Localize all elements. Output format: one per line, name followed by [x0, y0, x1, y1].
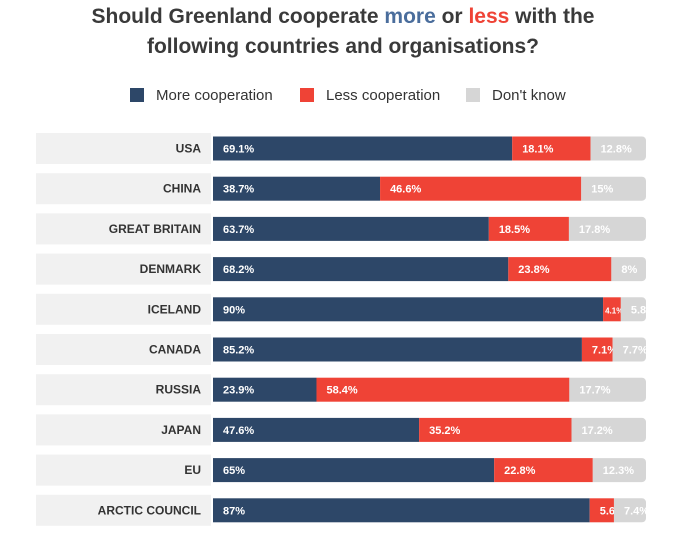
value-label-less-great-britain: 18.5%	[499, 224, 530, 236]
bar-more-usa	[213, 136, 513, 161]
row-label-bg-canada	[36, 334, 211, 365]
bar-dontknow-arctic-council	[613, 498, 646, 523]
legend-swatch-dontknow	[466, 88, 480, 102]
legend-label-dontknow: Don't know	[492, 86, 566, 104]
row-label-bg-usa	[36, 133, 211, 164]
bar-more-iceland	[213, 297, 604, 322]
legend-label-more: More cooperation	[156, 86, 273, 104]
bar-less-great-britain	[488, 216, 569, 241]
title-text-or: or	[435, 5, 469, 28]
value-label-dontknow-arctic-council: 7.4%	[624, 505, 649, 517]
row-label-bg-denmark	[36, 253, 211, 285]
title-line-1: Should Greenland cooperate more or less …	[0, 2, 686, 32]
title-word-more: more	[384, 5, 436, 28]
row-label-bg-japan	[36, 414, 211, 446]
bar-dontknow-canada	[612, 337, 646, 362]
row-label-eu: EU	[184, 463, 201, 477]
row-label-bg-china	[36, 173, 211, 205]
row-label-iceland: ICELAND	[148, 302, 202, 316]
row-label-bg-eu	[36, 454, 211, 486]
row-label-canada: CANADA	[149, 343, 201, 357]
bar-less-usa	[512, 136, 591, 161]
value-label-more-denmark: 68.2%	[223, 264, 254, 276]
bar-more-canada	[213, 337, 582, 362]
bar-dontknow-eu	[592, 458, 646, 483]
value-label-more-japan: 47.6%	[223, 425, 254, 437]
legend-swatch-less	[300, 88, 314, 102]
row-label-great-britain: GREAT BRITAIN	[109, 222, 201, 236]
value-label-less-iceland: 4.1%	[605, 306, 623, 315]
value-label-more-usa: 69.1%	[223, 144, 254, 156]
value-label-more-eu: 65%	[223, 465, 245, 477]
row-label-bg-iceland	[36, 293, 211, 325]
row-label-bg-arctic-council	[36, 494, 211, 526]
bar-less-eu	[494, 458, 593, 483]
bar-less-china	[380, 176, 582, 201]
value-label-more-iceland: 90%	[223, 304, 245, 316]
title-text-start: Should Greenland cooperate	[91, 5, 385, 28]
value-label-more-arctic-council: 87%	[223, 505, 245, 517]
row-label-bg-russia	[36, 374, 211, 406]
bar-more-denmark	[213, 257, 509, 282]
bar-dontknow-denmark	[611, 257, 646, 282]
bar-dontknow-russia	[569, 377, 646, 402]
legend-item-more: More cooperation	[130, 85, 273, 105]
legend-swatch-more	[130, 88, 144, 102]
bar-more-japan	[213, 417, 420, 442]
legend-label-less: Less cooperation	[326, 86, 441, 104]
value-label-more-great-britain: 63.7%	[223, 224, 254, 236]
value-label-less-usa: 18.1%	[522, 144, 553, 156]
value-label-less-russia: 58.4%	[326, 385, 357, 397]
value-label-less-china: 46.6%	[390, 184, 421, 196]
title-word-less: less	[468, 5, 510, 28]
bar-dontknow-iceland	[620, 297, 646, 322]
bar-more-great-britain	[213, 216, 489, 241]
bar-more-china	[213, 176, 381, 201]
value-label-less-denmark: 23.8%	[518, 264, 549, 276]
bar-dontknow-usa	[590, 136, 646, 161]
row-label-russia: RUSSIA	[156, 383, 202, 397]
row-label-bg-great-britain	[36, 213, 211, 245]
bar-less-iceland	[603, 297, 621, 322]
bar-dontknow-china	[581, 176, 646, 201]
value-label-less-eu: 22.8%	[504, 465, 535, 477]
value-label-dontknow-denmark: 8%	[621, 264, 637, 276]
value-label-dontknow-usa: 12.8%	[601, 144, 632, 156]
bar-less-russia	[316, 377, 570, 402]
value-label-dontknow-china: 15%	[591, 184, 613, 196]
row-label-usa: USA	[176, 142, 202, 156]
legend-item-dontknow: Don't know	[466, 85, 566, 105]
value-label-more-china: 38.7%	[223, 184, 254, 196]
bar-more-arctic-council	[213, 498, 590, 523]
chart-title: Should Greenland cooperate more or less …	[0, 2, 686, 62]
value-label-dontknow-japan: 17.2%	[582, 425, 613, 437]
title-line-2: following countries and organisations?	[146, 35, 540, 58]
bar-more-russia	[213, 377, 317, 402]
value-label-more-canada: 85.2%	[223, 345, 254, 357]
row-label-china: CHINA	[163, 182, 201, 196]
bar-less-denmark	[508, 257, 612, 282]
chart-legend: More cooperation Less cooperation Don't …	[0, 85, 686, 105]
bar-dontknow-japan	[571, 417, 646, 442]
value-label-more-russia: 23.9%	[223, 385, 254, 397]
value-label-less-japan: 35.2%	[429, 425, 460, 437]
bar-more-eu	[213, 458, 495, 483]
bar-dontknow-great-britain	[568, 216, 646, 241]
value-label-dontknow-eu: 12.3%	[603, 465, 634, 477]
bar-less-arctic-council	[589, 498, 614, 523]
legend-item-less: Less cooperation	[300, 85, 440, 105]
value-label-dontknow-russia: 17.7%	[579, 385, 610, 397]
bar-less-canada	[581, 337, 613, 362]
bar-less-japan	[419, 417, 572, 442]
value-label-dontknow-canada: 7.7%	[623, 345, 648, 357]
row-label-japan: JAPAN	[161, 423, 201, 437]
value-label-dontknow-great-britain: 17.8%	[579, 224, 610, 236]
row-label-arctic-council: ARCTIC COUNCIL	[98, 503, 201, 517]
value-label-dontknow-iceland: 5.8%	[631, 304, 656, 316]
row-label-denmark: DENMARK	[140, 262, 202, 276]
title-text-with: with the	[509, 5, 595, 28]
value-label-less-canada: 7.1%	[592, 345, 617, 357]
